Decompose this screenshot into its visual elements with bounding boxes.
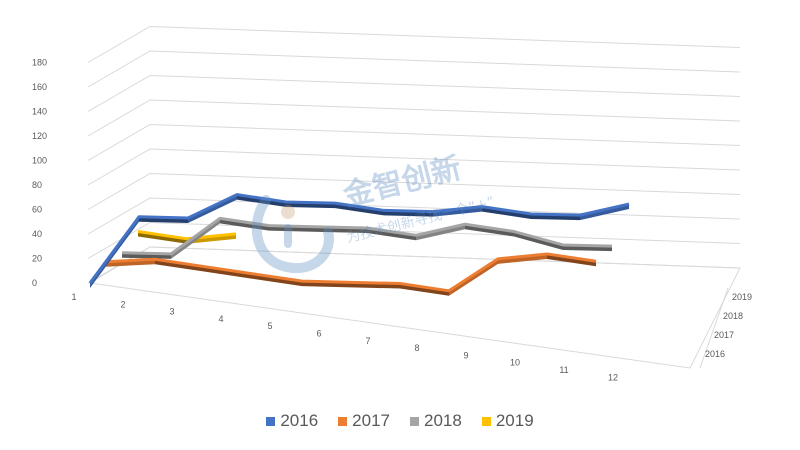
legend: 2016 2017 2018 2019	[0, 411, 800, 431]
gridline	[87, 99, 741, 137]
gridline	[87, 148, 741, 186]
legend-item: 2018	[410, 411, 462, 431]
y-tick-label: 40	[32, 229, 42, 239]
legend-swatch	[266, 416, 276, 426]
gridline	[87, 172, 741, 210]
legend-label: 2016	[280, 411, 319, 430]
gridline	[87, 123, 741, 161]
gridline	[87, 246, 741, 284]
y-tick-label: 180	[32, 58, 47, 68]
gridline	[87, 197, 741, 235]
y-tick-label: 60	[32, 205, 42, 215]
depth-tick-label: 2019	[732, 292, 752, 302]
x-tick-label: 8	[414, 343, 419, 353]
series-line	[88, 193, 630, 284]
x-tick-label: 3	[169, 307, 174, 317]
depth-tick-label: 2016	[705, 349, 725, 359]
series-2019	[137, 230, 237, 244]
x-tick-label: 2	[120, 299, 125, 309]
x-tick-label: 7	[365, 336, 370, 346]
watermark: 金智创新 为技术创新寻找一个“+”	[248, 151, 548, 280]
gridlines	[87, 25, 741, 284]
series-line	[105, 252, 597, 293]
watermark-logo-icon	[251, 195, 334, 274]
legend-item: 2017	[338, 411, 390, 431]
gridline	[87, 74, 741, 112]
legend-label: 2019	[495, 411, 534, 430]
gridline	[87, 50, 741, 88]
series-2018	[121, 216, 613, 259]
series-line	[137, 230, 237, 241]
x-tick-label: 4	[218, 314, 223, 324]
x-tick-label: 9	[463, 350, 468, 360]
legend-item: 2019	[481, 411, 534, 431]
y-tick-label: 0	[32, 278, 37, 288]
legend-label: 2018	[424, 411, 462, 430]
depth-tick-label: 2018	[723, 311, 743, 321]
x-tick-label: 1	[71, 292, 76, 302]
x-tick-label: 11	[559, 365, 568, 375]
y-tick-label: 120	[32, 131, 47, 141]
depth-tick-label: 2017	[714, 330, 734, 340]
legend-swatch	[338, 416, 348, 426]
series-2017	[105, 252, 597, 296]
legend-label: 2017	[352, 411, 390, 430]
gridline	[87, 221, 741, 259]
legend-swatch	[481, 416, 491, 426]
y-tick-label: 20	[32, 254, 42, 264]
series-2016	[88, 193, 630, 288]
y-tick-label: 160	[32, 82, 47, 92]
y-tick-label: 140	[32, 107, 47, 117]
legend-swatch	[410, 416, 419, 426]
gridline	[87, 25, 741, 63]
series-layer	[88, 193, 630, 296]
series-line	[121, 216, 613, 256]
x-tick-label: 10	[510, 358, 520, 368]
depth-axis-line	[699, 287, 729, 369]
y-tick-label: 100	[32, 156, 47, 166]
legend-item: 2016	[266, 411, 318, 431]
x-tick-label: 12	[608, 372, 618, 382]
x-tick-label: 6	[316, 329, 321, 339]
tick-labels: 0204060801001201401601801234567891011122…	[32, 58, 752, 383]
y-tick-label: 80	[32, 180, 42, 190]
x-tick-label: 5	[267, 321, 272, 331]
